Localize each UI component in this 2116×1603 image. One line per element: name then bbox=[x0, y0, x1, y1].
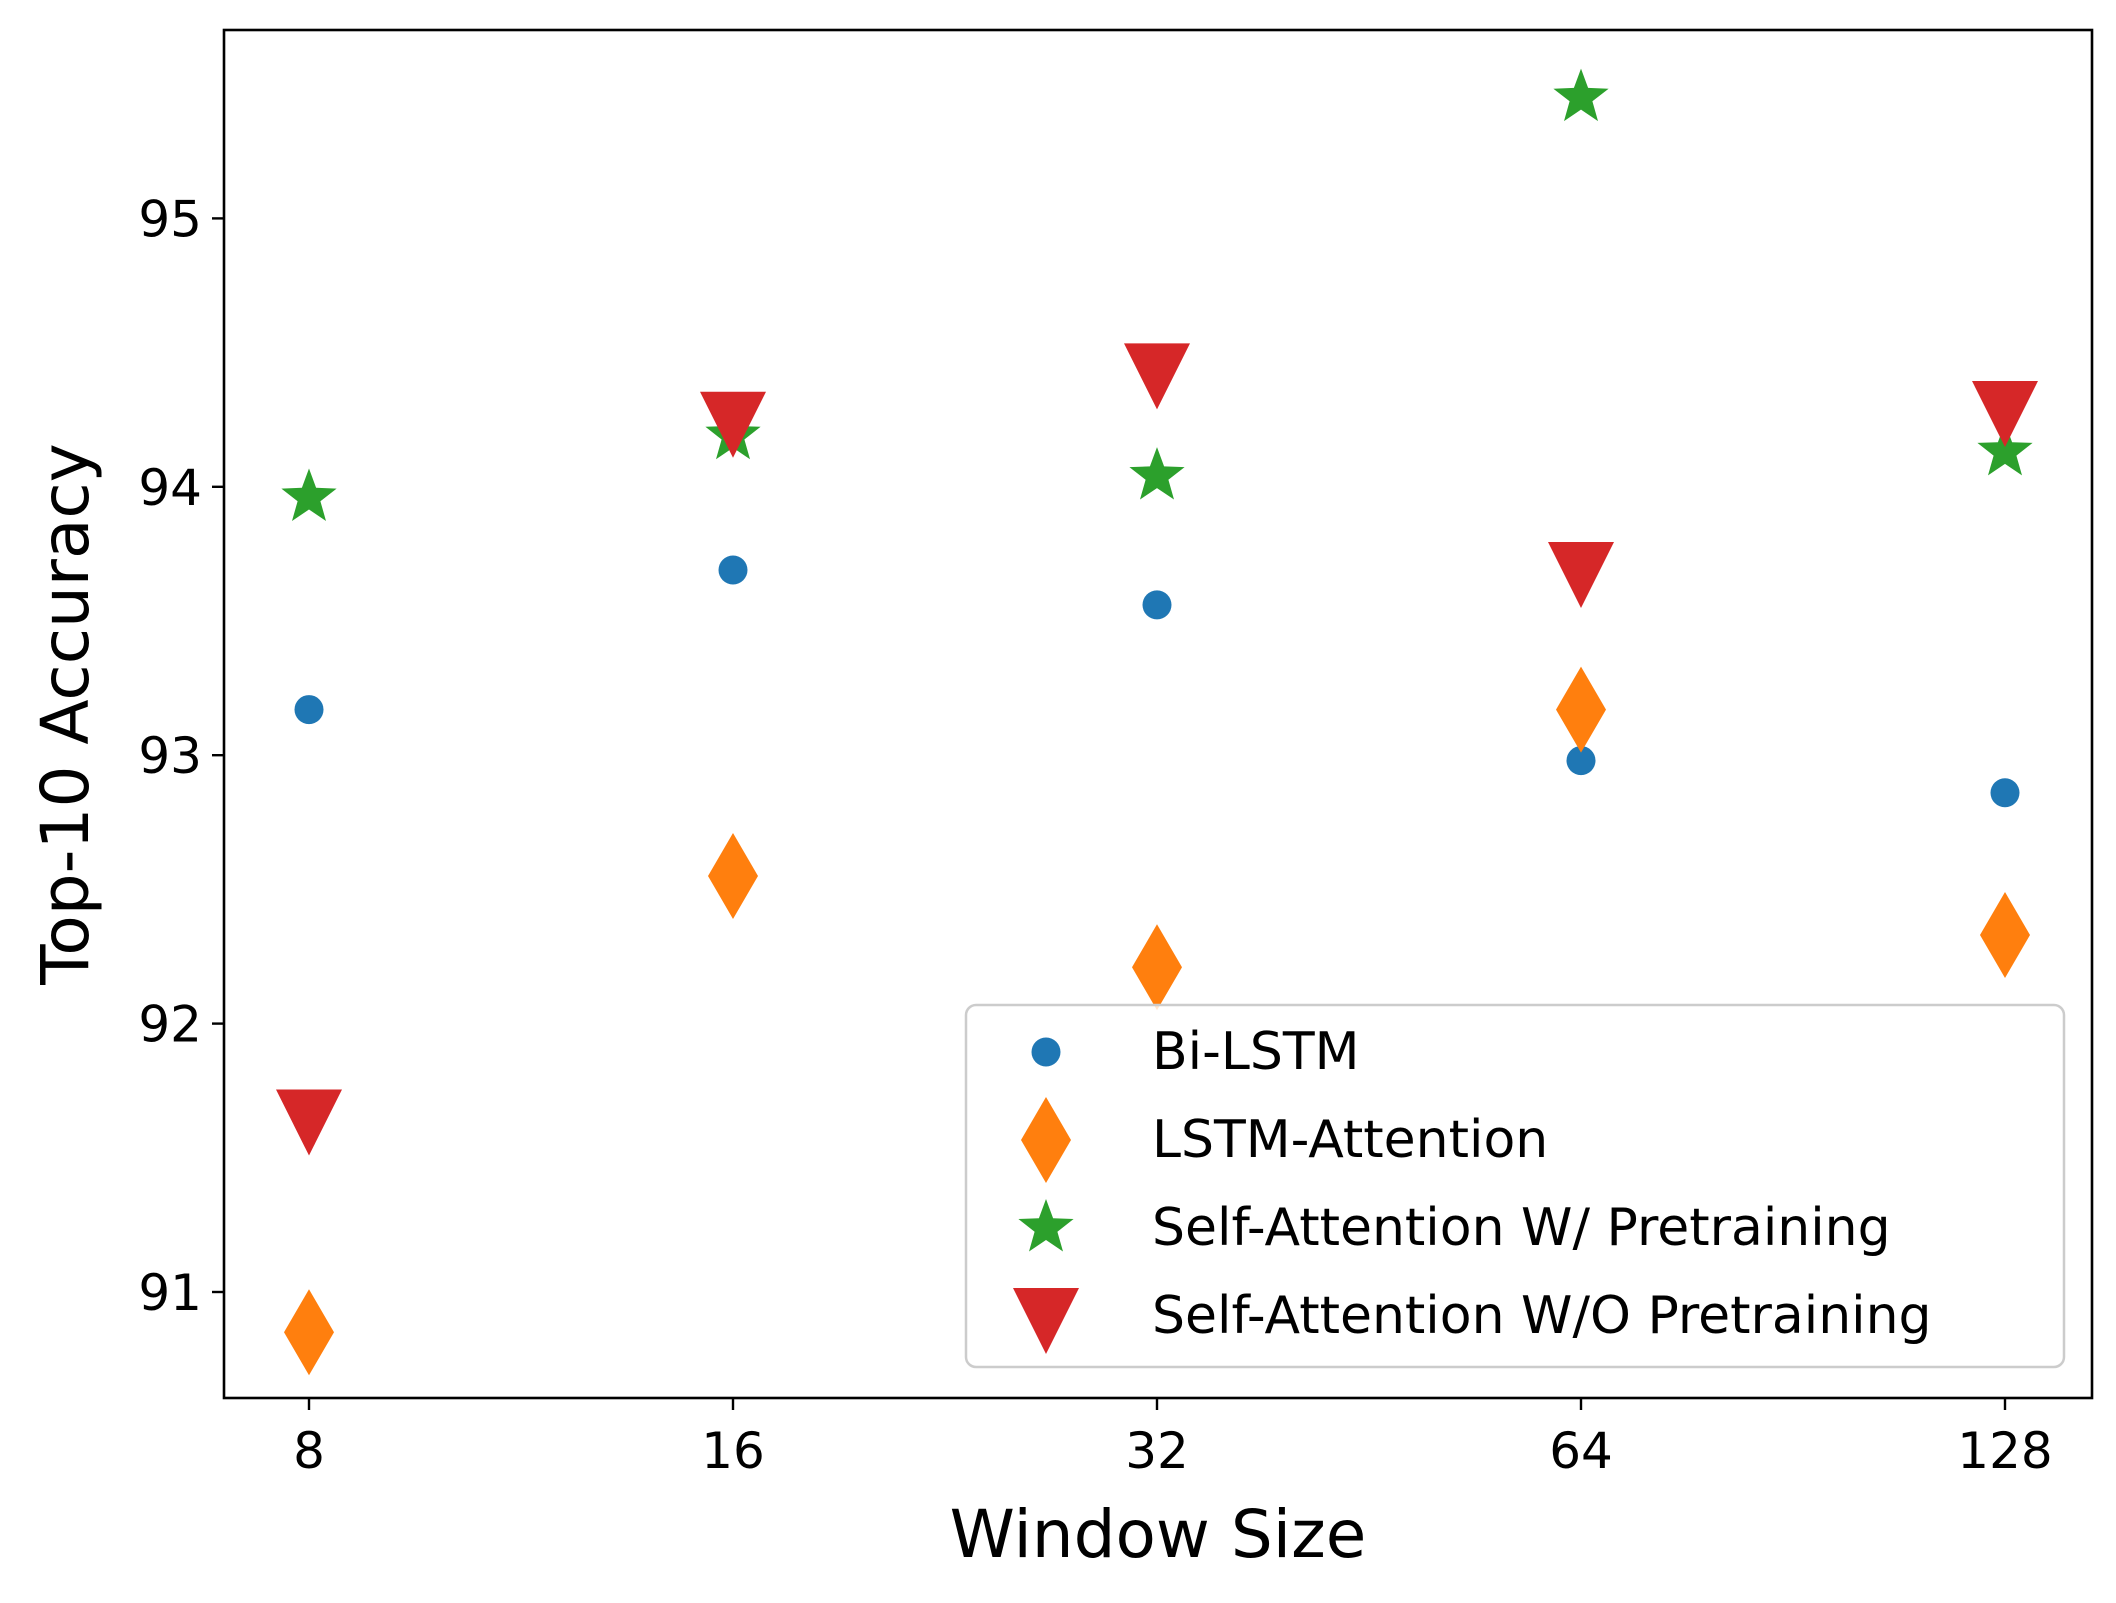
point-bi-lstm-64 bbox=[1566, 746, 1596, 776]
y-tick-label: 92 bbox=[138, 996, 202, 1054]
x-tick-label: 8 bbox=[293, 1422, 325, 1480]
legend-marker-self-attention-without-pretraining bbox=[1013, 1288, 1079, 1354]
y-tick-93: 93 bbox=[138, 727, 224, 785]
legend-symbol bbox=[1031, 1037, 1061, 1067]
legend-entry-self-attention-with-pretraining: Self-Attention W/ Pretraining bbox=[1018, 1198, 1891, 1258]
legend-marker-lstm-attention bbox=[1021, 1097, 1071, 1183]
point-bi-lstm-8 bbox=[294, 695, 324, 725]
y-tick-label: 95 bbox=[138, 190, 202, 248]
point-self-attention-wo-pretraining-128 bbox=[1972, 380, 2038, 447]
y-tick-label: 93 bbox=[138, 727, 202, 785]
y-axis: 91 92 93 94 95 bbox=[138, 190, 224, 1322]
x-tick-8: 8 bbox=[293, 1398, 325, 1480]
x-tick-label: 128 bbox=[1957, 1422, 2052, 1480]
y-tick-91: 91 bbox=[138, 1264, 224, 1322]
point-lstm-attention-64 bbox=[1556, 666, 1606, 753]
legend-symbol bbox=[1018, 1199, 1074, 1252]
point-self-attention-wo-pretraining-16 bbox=[700, 391, 766, 458]
legend-entry-self-attention-without-pretraining: Self-Attention W/O Pretraining bbox=[1013, 1286, 1932, 1354]
x-tick-16: 16 bbox=[701, 1398, 765, 1480]
legend-marker-self-attention-with-pretraining bbox=[1018, 1199, 1074, 1252]
x-tick-64: 64 bbox=[1549, 1398, 1613, 1480]
y-tick-95: 95 bbox=[138, 190, 224, 248]
point-self-attention-w-pretraining-32 bbox=[1129, 447, 1185, 500]
point-self-attention-w-pretraining-8 bbox=[281, 468, 337, 521]
point-bi-lstm-32 bbox=[1142, 590, 1172, 620]
point-lstm-attention-16 bbox=[708, 832, 758, 919]
point-self-attention-w-pretraining-128 bbox=[1977, 422, 2033, 476]
point-self-attention-wo-pretraining-32 bbox=[1124, 343, 1190, 410]
point-lstm-attention-8 bbox=[284, 1289, 334, 1376]
legend-marker-bi-lstm bbox=[1031, 1037, 1061, 1067]
x-tick-label: 32 bbox=[1125, 1422, 1189, 1480]
legend-label: LSTM-Attention bbox=[1152, 1110, 1548, 1170]
legend-entry-bi-lstm: Bi-LSTM bbox=[1031, 1022, 1360, 1082]
x-axis-label: Window Size bbox=[950, 1496, 1367, 1573]
y-tick-94: 94 bbox=[138, 459, 224, 517]
y-axis-label: Top-10 Accuracy bbox=[27, 443, 104, 985]
legend-symbol bbox=[1013, 1288, 1079, 1354]
point-lstm-attention-128 bbox=[1980, 892, 2030, 979]
point-self-attention-wo-pretraining-64 bbox=[1548, 542, 1614, 609]
x-tick-128: 128 bbox=[1957, 1398, 2053, 1480]
x-tick-label: 16 bbox=[701, 1422, 765, 1480]
legend-entry-lstm-attention: LSTM-Attention bbox=[1021, 1097, 1548, 1183]
x-tick-32: 32 bbox=[1125, 1398, 1189, 1480]
point-lstm-attention-32 bbox=[1132, 924, 1182, 1011]
y-tick-label: 91 bbox=[138, 1264, 202, 1322]
legend: Bi-LSTM LSTM-Attention Self-Attention W/… bbox=[964, 1003, 2066, 1369]
point-self-attention-wo-pretraining-8 bbox=[276, 1089, 342, 1156]
data-marks bbox=[276, 68, 2038, 1376]
legend-symbol bbox=[1021, 1097, 1071, 1183]
point-bi-lstm-16 bbox=[718, 555, 748, 585]
x-tick-label: 64 bbox=[1549, 1422, 1613, 1480]
legend-label: Bi-LSTM bbox=[1152, 1022, 1360, 1082]
legend-label: Self-Attention W/ Pretraining bbox=[1152, 1198, 1891, 1258]
legend-label: Self-Attention W/O Pretraining bbox=[1152, 1286, 1932, 1346]
x-axis: 8 16 32 64 128 bbox=[293, 1398, 2053, 1480]
point-bi-lstm-128 bbox=[1990, 778, 2020, 808]
y-tick-label: 94 bbox=[138, 459, 202, 517]
legend-frame bbox=[964, 1003, 2066, 1369]
point-self-attention-w-pretraining-64 bbox=[1553, 68, 1609, 122]
y-tick-92: 92 bbox=[138, 996, 224, 1054]
